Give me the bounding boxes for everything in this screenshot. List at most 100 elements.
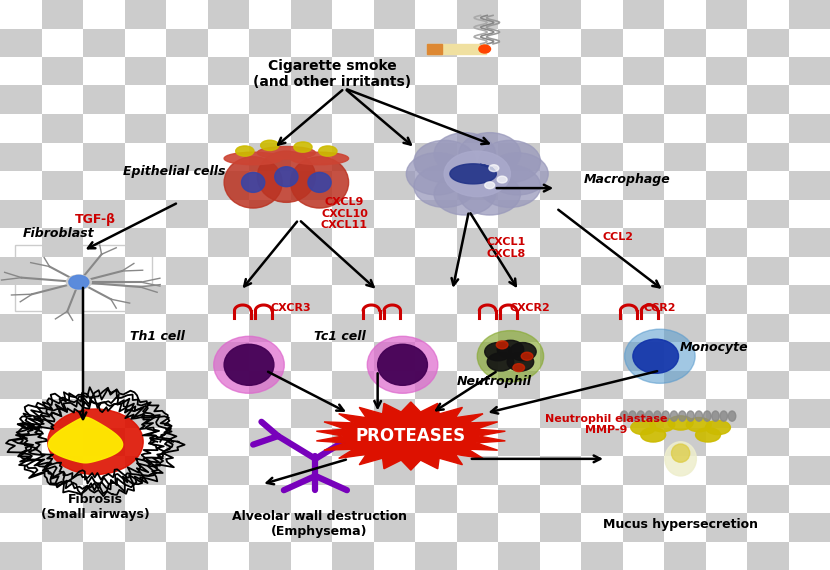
Bar bbox=[0, 399, 42, 428]
Bar bbox=[664, 399, 706, 428]
Ellipse shape bbox=[621, 411, 628, 421]
Bar bbox=[457, 342, 498, 370]
Bar bbox=[581, 314, 622, 342]
Bar bbox=[208, 142, 249, 171]
Bar bbox=[581, 370, 622, 399]
Bar bbox=[124, 285, 166, 314]
Polygon shape bbox=[48, 417, 123, 463]
Bar bbox=[83, 114, 124, 142]
Bar bbox=[249, 342, 290, 370]
Bar bbox=[581, 256, 622, 285]
Bar bbox=[664, 86, 706, 114]
Bar bbox=[166, 256, 208, 285]
Bar bbox=[124, 542, 166, 570]
Bar bbox=[83, 399, 124, 428]
Bar bbox=[415, 171, 457, 200]
Bar bbox=[374, 342, 415, 370]
Circle shape bbox=[459, 173, 520, 215]
Ellipse shape bbox=[633, 339, 679, 373]
Bar bbox=[332, 513, 374, 542]
Bar bbox=[540, 285, 581, 314]
Bar bbox=[540, 456, 581, 484]
Bar bbox=[622, 399, 664, 428]
Bar bbox=[0, 428, 42, 456]
Text: Fibrosis
(Small airways): Fibrosis (Small airways) bbox=[41, 493, 150, 522]
Bar bbox=[664, 456, 706, 484]
Bar bbox=[0, 142, 42, 171]
Ellipse shape bbox=[625, 329, 696, 384]
Ellipse shape bbox=[711, 411, 719, 421]
Bar bbox=[83, 200, 124, 228]
Bar bbox=[747, 370, 788, 399]
Bar bbox=[290, 0, 332, 28]
Ellipse shape bbox=[646, 411, 652, 421]
Bar bbox=[249, 228, 290, 256]
Bar bbox=[622, 484, 664, 513]
Bar bbox=[83, 314, 124, 342]
Bar bbox=[540, 370, 581, 399]
Bar bbox=[290, 86, 332, 114]
Bar bbox=[374, 256, 415, 285]
Bar bbox=[166, 57, 208, 86]
Bar bbox=[706, 28, 747, 57]
Bar bbox=[415, 114, 457, 142]
Bar bbox=[166, 171, 208, 200]
Bar bbox=[0, 86, 42, 114]
Bar bbox=[415, 484, 457, 513]
Bar bbox=[332, 0, 374, 28]
Bar bbox=[83, 171, 124, 200]
Bar bbox=[42, 399, 83, 428]
Bar bbox=[664, 57, 706, 86]
Bar bbox=[290, 114, 332, 142]
Bar bbox=[166, 428, 208, 456]
Bar bbox=[166, 456, 208, 484]
Bar bbox=[332, 114, 374, 142]
Bar bbox=[208, 228, 249, 256]
Bar bbox=[747, 314, 788, 342]
Bar bbox=[290, 542, 332, 570]
Bar bbox=[208, 342, 249, 370]
Bar bbox=[42, 200, 83, 228]
Bar bbox=[374, 228, 415, 256]
Text: CXCL9
CXCL10
CXCL11: CXCL9 CXCL10 CXCL11 bbox=[321, 197, 368, 230]
Bar bbox=[747, 399, 788, 428]
Bar bbox=[540, 171, 581, 200]
Bar bbox=[622, 28, 664, 57]
Bar bbox=[706, 342, 747, 370]
Bar bbox=[124, 513, 166, 542]
Bar bbox=[290, 399, 332, 428]
Ellipse shape bbox=[214, 336, 284, 393]
Circle shape bbox=[414, 140, 476, 182]
Bar bbox=[664, 142, 706, 171]
Bar bbox=[540, 513, 581, 542]
Ellipse shape bbox=[695, 411, 703, 421]
Bar bbox=[664, 542, 706, 570]
Bar bbox=[83, 285, 124, 314]
Bar bbox=[540, 114, 581, 142]
Bar bbox=[747, 28, 788, 57]
Bar bbox=[498, 28, 540, 57]
Bar bbox=[498, 428, 540, 456]
Bar bbox=[540, 86, 581, 114]
Bar bbox=[290, 57, 332, 86]
Bar bbox=[747, 256, 788, 285]
Bar bbox=[290, 142, 332, 171]
Bar bbox=[42, 342, 83, 370]
Bar bbox=[374, 456, 415, 484]
Bar bbox=[415, 542, 457, 570]
Bar bbox=[747, 142, 788, 171]
Ellipse shape bbox=[631, 421, 656, 434]
Bar bbox=[457, 513, 498, 542]
Circle shape bbox=[485, 182, 495, 189]
Ellipse shape bbox=[729, 411, 735, 421]
Bar bbox=[166, 542, 208, 570]
Bar bbox=[166, 142, 208, 171]
Bar bbox=[83, 228, 124, 256]
Bar bbox=[83, 57, 124, 86]
Bar bbox=[788, 0, 830, 28]
Bar bbox=[581, 484, 622, 513]
Ellipse shape bbox=[662, 411, 669, 421]
Bar bbox=[290, 513, 332, 542]
Bar bbox=[747, 456, 788, 484]
Bar bbox=[83, 342, 124, 370]
